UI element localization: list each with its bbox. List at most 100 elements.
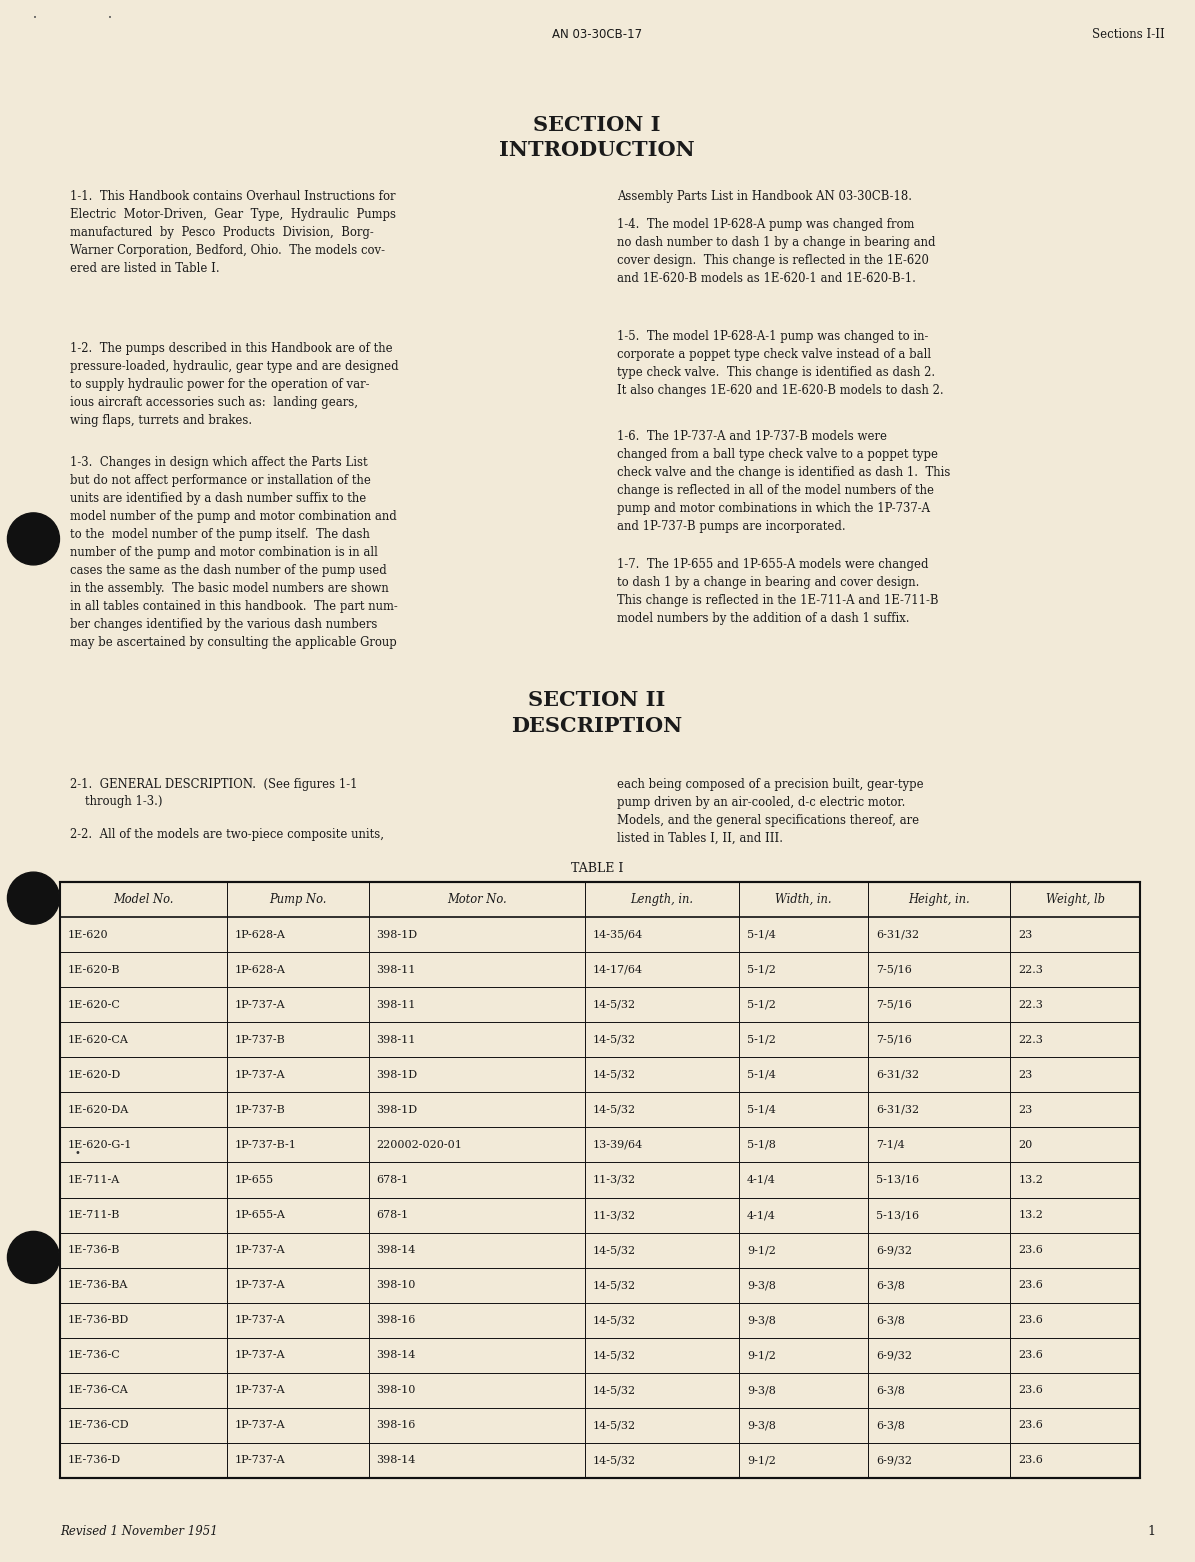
Text: 1-3.  Changes in design which affect the Parts List
but do not affect performanc: 1-3. Changes in design which affect the … (71, 456, 398, 648)
Text: Model No.: Model No. (114, 893, 173, 906)
Text: 9-1/2: 9-1/2 (747, 1245, 776, 1256)
Text: 6-3/8: 6-3/8 (876, 1315, 906, 1325)
Text: 14-35/64: 14-35/64 (593, 929, 643, 940)
Text: 1P-628-A: 1P-628-A (234, 965, 286, 975)
Text: 7-1/4: 7-1/4 (876, 1140, 905, 1150)
Text: 398-16: 398-16 (376, 1420, 416, 1431)
Text: 1-7.  The 1P-655 and 1P-655-A models were changed
to dash 1 by a change in beari: 1-7. The 1P-655 and 1P-655-A models were… (617, 558, 938, 625)
Text: Pump No.: Pump No. (269, 893, 326, 906)
Circle shape (7, 512, 60, 565)
Text: 9-3/8: 9-3/8 (747, 1385, 776, 1395)
Text: Width, in.: Width, in. (776, 893, 832, 906)
Text: 678-1: 678-1 (376, 1211, 409, 1220)
Text: 11-3/32: 11-3/32 (593, 1211, 636, 1220)
Text: 1E-620-D: 1E-620-D (68, 1070, 121, 1079)
Text: 14-17/64: 14-17/64 (593, 965, 643, 975)
Text: 22.3: 22.3 (1018, 1000, 1043, 1009)
Text: 9-3/8: 9-3/8 (747, 1420, 776, 1431)
Text: 398-11: 398-11 (376, 1000, 416, 1009)
Text: 6-31/32: 6-31/32 (876, 929, 920, 940)
Text: 13.2: 13.2 (1018, 1211, 1043, 1220)
Text: 1-6.  The 1P-737-A and 1P-737-B models were
changed from a ball type check valve: 1-6. The 1P-737-A and 1P-737-B models we… (617, 430, 950, 533)
Text: 6-31/32: 6-31/32 (876, 1070, 920, 1079)
Text: Weight, lb: Weight, lb (1046, 893, 1104, 906)
Text: 398-14: 398-14 (376, 1456, 416, 1465)
Text: 5-13/16: 5-13/16 (876, 1175, 920, 1186)
Text: 1-1.  This Handbook contains Overhaul Instructions for
Electric  Motor-Driven,  : 1-1. This Handbook contains Overhaul Ins… (71, 191, 396, 275)
Text: AN 03-30CB-17: AN 03-30CB-17 (552, 28, 642, 41)
Text: 2-1.  GENERAL DESCRIPTION.  (See figures 1-1: 2-1. GENERAL DESCRIPTION. (See figures 1… (71, 778, 357, 790)
Text: 5-1/2: 5-1/2 (747, 1000, 776, 1009)
Text: 7-5/16: 7-5/16 (876, 1034, 912, 1045)
Text: 1P-737-A: 1P-737-A (234, 1385, 286, 1395)
Text: through 1-3.): through 1-3.) (71, 795, 163, 808)
Text: 23.6: 23.6 (1018, 1245, 1043, 1256)
Text: 1E-736-B: 1E-736-B (68, 1245, 121, 1256)
Text: 1P-737-A: 1P-737-A (234, 1350, 286, 1361)
Text: 14-5/32: 14-5/32 (593, 1034, 636, 1045)
Text: 1P-737-A: 1P-737-A (234, 1000, 286, 1009)
Text: 14-5/32: 14-5/32 (593, 1385, 636, 1395)
Text: 2-2.  All of the models are two-piece composite units,: 2-2. All of the models are two-piece com… (71, 828, 384, 840)
Text: 1E-736-D: 1E-736-D (68, 1456, 121, 1465)
Text: 23.6: 23.6 (1018, 1315, 1043, 1325)
Text: 22.3: 22.3 (1018, 965, 1043, 975)
Text: 398-14: 398-14 (376, 1350, 416, 1361)
Text: 1E-620-DA: 1E-620-DA (68, 1104, 129, 1115)
Text: 23: 23 (1018, 1104, 1032, 1115)
Text: 1P-737-A: 1P-737-A (234, 1245, 286, 1256)
Text: 1E-736-C: 1E-736-C (68, 1350, 121, 1361)
Text: 6-9/32: 6-9/32 (876, 1456, 913, 1465)
Text: 6-3/8: 6-3/8 (876, 1385, 906, 1395)
Text: 1P-737-A: 1P-737-A (234, 1281, 286, 1290)
Text: 23.6: 23.6 (1018, 1420, 1043, 1431)
Text: INTRODUCTION: INTRODUCTION (500, 141, 694, 159)
Text: 9-3/8: 9-3/8 (747, 1315, 776, 1325)
Text: 1E-736-BA: 1E-736-BA (68, 1281, 128, 1290)
Text: 1P-737-A: 1P-737-A (234, 1315, 286, 1325)
Text: 1E-620-B: 1E-620-B (68, 965, 121, 975)
Text: 1E-736-CA: 1E-736-CA (68, 1385, 129, 1395)
Text: 1: 1 (1147, 1525, 1156, 1539)
Text: 13-39/64: 13-39/64 (593, 1140, 643, 1150)
Text: Length, in.: Length, in. (630, 893, 693, 906)
Text: 678-1: 678-1 (376, 1175, 409, 1186)
Text: 1E-711-A: 1E-711-A (68, 1175, 121, 1186)
Text: Motor No.: Motor No. (447, 893, 507, 906)
Text: Revised 1 November 1951: Revised 1 November 1951 (60, 1525, 217, 1539)
Text: 1E-620: 1E-620 (68, 929, 109, 940)
Text: 14-5/32: 14-5/32 (593, 1104, 636, 1115)
Text: 23.6: 23.6 (1018, 1281, 1043, 1290)
Text: 398-1D: 398-1D (376, 929, 418, 940)
Text: 1P-655: 1P-655 (234, 1175, 274, 1186)
Text: 1P-628-A: 1P-628-A (234, 929, 286, 940)
Text: 23.6: 23.6 (1018, 1350, 1043, 1361)
Text: 1P-737-A: 1P-737-A (234, 1456, 286, 1465)
Text: 1-5.  The model 1P-628-A-1 pump was changed to in-
corporate a poppet type check: 1-5. The model 1P-628-A-1 pump was chang… (617, 330, 944, 397)
Text: 1-2.  The pumps described in this Handbook are of the
pressure-loaded, hydraulic: 1-2. The pumps described in this Handboo… (71, 342, 399, 426)
Text: 4-1/4: 4-1/4 (747, 1175, 776, 1186)
Text: 1P-737-B: 1P-737-B (234, 1034, 286, 1045)
Text: 398-10: 398-10 (376, 1281, 416, 1290)
Text: SECTION II: SECTION II (528, 690, 666, 711)
Text: 6-9/32: 6-9/32 (876, 1350, 913, 1361)
Text: 398-1D: 398-1D (376, 1104, 418, 1115)
Text: 9-3/8: 9-3/8 (747, 1281, 776, 1290)
Text: 5-1/4: 5-1/4 (747, 1070, 776, 1079)
Text: 14-5/32: 14-5/32 (593, 1245, 636, 1256)
Text: 22.3: 22.3 (1018, 1034, 1043, 1045)
Text: 14-5/32: 14-5/32 (593, 1420, 636, 1431)
Text: 14-5/32: 14-5/32 (593, 1281, 636, 1290)
Text: 1E-711-B: 1E-711-B (68, 1211, 121, 1220)
Text: •: • (33, 16, 37, 20)
Text: 5-1/8: 5-1/8 (747, 1140, 776, 1150)
Text: 9-1/2: 9-1/2 (747, 1456, 776, 1465)
Text: 6-31/32: 6-31/32 (876, 1104, 920, 1115)
Text: 7-5/16: 7-5/16 (876, 965, 912, 975)
Text: 398-11: 398-11 (376, 1034, 416, 1045)
Text: Sections I-II: Sections I-II (1092, 28, 1165, 41)
Text: 1E-620-G-1: 1E-620-G-1 (68, 1140, 133, 1150)
Bar (60, 883, 1140, 1478)
Text: each being composed of a precision built, gear-type
pump driven by an air-cooled: each being composed of a precision built… (617, 778, 924, 845)
Text: 1P-737-A: 1P-737-A (234, 1070, 286, 1079)
